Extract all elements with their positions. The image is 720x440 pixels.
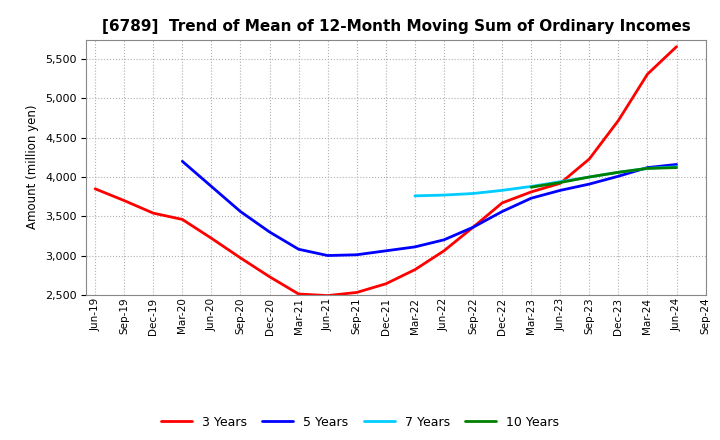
7 Years xyxy=(527,184,536,189)
3 Years xyxy=(440,248,449,253)
5 Years xyxy=(323,253,332,258)
3 Years xyxy=(236,255,245,260)
3 Years xyxy=(382,281,390,286)
5 Years xyxy=(556,188,564,193)
3 Years xyxy=(265,274,274,279)
5 Years xyxy=(643,165,652,170)
3 Years xyxy=(672,44,681,49)
5 Years xyxy=(178,159,186,164)
Line: 10 Years: 10 Years xyxy=(531,168,677,187)
Title: [6789]  Trend of Mean of 12-Month Moving Sum of Ordinary Incomes: [6789] Trend of Mean of 12-Month Moving … xyxy=(102,19,690,34)
3 Years xyxy=(149,210,158,216)
7 Years xyxy=(585,174,593,180)
3 Years xyxy=(178,217,186,222)
5 Years xyxy=(207,184,216,189)
5 Years xyxy=(410,244,419,249)
7 Years xyxy=(643,166,652,171)
10 Years xyxy=(643,166,652,171)
Line: 7 Years: 7 Years xyxy=(415,167,677,196)
3 Years xyxy=(120,198,128,203)
3 Years xyxy=(585,156,593,161)
7 Years xyxy=(469,191,477,196)
3 Years xyxy=(410,267,419,272)
7 Years xyxy=(614,170,623,175)
3 Years xyxy=(323,293,332,298)
Line: 5 Years: 5 Years xyxy=(182,161,677,256)
5 Years xyxy=(294,246,303,252)
Line: 3 Years: 3 Years xyxy=(95,47,677,296)
10 Years xyxy=(527,185,536,190)
3 Years xyxy=(556,181,564,186)
3 Years xyxy=(643,72,652,77)
5 Years xyxy=(352,252,361,257)
7 Years xyxy=(556,179,564,184)
3 Years xyxy=(91,186,99,191)
5 Years xyxy=(672,162,681,167)
5 Years xyxy=(527,195,536,201)
5 Years xyxy=(614,174,623,179)
5 Years xyxy=(265,229,274,235)
10 Years xyxy=(672,165,681,170)
7 Years xyxy=(440,192,449,198)
5 Years xyxy=(440,237,449,242)
10 Years xyxy=(556,180,564,185)
5 Years xyxy=(498,209,506,214)
5 Years xyxy=(585,181,593,187)
Y-axis label: Amount (million yen): Amount (million yen) xyxy=(27,105,40,229)
3 Years xyxy=(294,291,303,297)
3 Years xyxy=(614,118,623,123)
7 Years xyxy=(672,164,681,169)
5 Years xyxy=(382,248,390,253)
3 Years xyxy=(469,225,477,230)
7 Years xyxy=(498,188,506,193)
7 Years xyxy=(410,193,419,198)
5 Years xyxy=(236,209,245,214)
3 Years xyxy=(498,200,506,205)
3 Years xyxy=(527,189,536,194)
Legend: 3 Years, 5 Years, 7 Years, 10 Years: 3 Years, 5 Years, 7 Years, 10 Years xyxy=(156,411,564,434)
3 Years xyxy=(352,290,361,295)
3 Years xyxy=(207,236,216,241)
5 Years xyxy=(469,225,477,230)
10 Years xyxy=(614,170,623,175)
10 Years xyxy=(585,174,593,180)
